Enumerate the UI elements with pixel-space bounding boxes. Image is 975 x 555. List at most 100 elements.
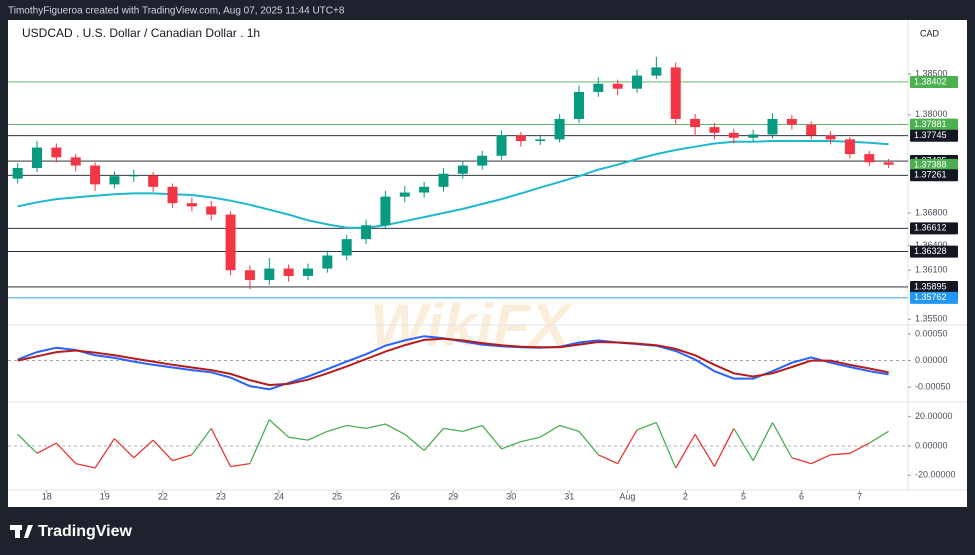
oscillator-segment — [17, 433, 38, 454]
oscillator-segment — [733, 428, 754, 462]
x-tick-label: 7 — [857, 491, 862, 501]
candle-body — [32, 147, 43, 169]
candle-body — [632, 75, 643, 89]
brand: TradingView — [38, 523, 133, 540]
oscillator-segment — [752, 422, 774, 461]
candle-body — [457, 165, 468, 174]
candle-body — [70, 157, 81, 166]
candle-body — [167, 186, 178, 204]
oscillator-segment — [617, 429, 638, 464]
x-tick-label: 18 — [42, 491, 52, 501]
candle-body — [128, 175, 139, 177]
candle-body — [399, 192, 410, 197]
candle-body — [438, 173, 449, 187]
candle-body — [283, 268, 294, 276]
candle-body — [12, 168, 23, 179]
candle-body — [109, 176, 120, 185]
y-tick-label: 0.00050 — [915, 328, 948, 338]
oscillator-segment — [268, 419, 290, 438]
level-label: 1.37388 — [914, 159, 947, 169]
oscillator-segment — [694, 433, 716, 467]
candle-body — [341, 239, 352, 256]
candle-body — [206, 206, 217, 215]
candle-body — [148, 175, 159, 187]
level-label: 1.36612 — [914, 223, 947, 233]
candle-body — [825, 135, 836, 140]
candle-body — [535, 139, 546, 142]
oscillator-segment — [559, 424, 580, 432]
y-tick-label: 1.38500 — [915, 68, 948, 78]
level-label-box — [910, 158, 958, 171]
oscillator-segment — [327, 424, 347, 432]
oscillator-segment — [520, 436, 541, 443]
level-label-box — [910, 169, 958, 182]
x-tick-label: Aug — [619, 491, 635, 501]
oscillator-segment — [578, 430, 599, 456]
x-tick-label: 19 — [100, 491, 110, 501]
candle-body — [264, 268, 275, 281]
candle-body — [690, 118, 701, 128]
chart-area — [8, 20, 967, 507]
level-label-box — [910, 118, 958, 131]
oscillator-segment — [423, 427, 444, 451]
oscillator-segment — [868, 430, 889, 444]
x-tick-label: 22 — [158, 491, 168, 501]
x-tick-label: 25 — [332, 491, 342, 501]
oscillator-segment — [346, 424, 367, 430]
candle-body — [225, 214, 236, 271]
x-tick-label: 31 — [564, 491, 574, 501]
x-tick-label: 2 — [683, 491, 688, 501]
oscillator-segment — [539, 424, 560, 438]
oscillator-segment — [249, 419, 270, 464]
y-tick-label: -0.00050 — [915, 382, 951, 392]
candle-body — [51, 147, 62, 158]
candle-body — [554, 118, 565, 140]
candle-body — [728, 132, 739, 138]
candle-body — [786, 118, 797, 125]
oscillator-segment — [210, 428, 232, 467]
x-tick-label: 6 — [799, 491, 804, 501]
level-label-box — [910, 280, 958, 293]
oscillator-segment — [75, 462, 96, 469]
candle-body — [573, 91, 584, 119]
oscillator-segment — [191, 428, 212, 456]
candle-body — [419, 186, 430, 193]
candle-body — [709, 127, 720, 133]
oscillator-segment — [307, 430, 328, 441]
x-tick-label: 26 — [390, 491, 400, 501]
candle-body — [90, 165, 101, 185]
attribution: TimothyFigueroa created with TradingView… — [8, 6, 345, 17]
level-label-box — [910, 75, 958, 88]
oscillator-segment — [55, 442, 77, 465]
series-line — [17, 337, 889, 387]
candle-body — [670, 67, 681, 119]
y-tick-label: 1.36100 — [915, 265, 948, 275]
oscillator-segment — [675, 433, 696, 469]
level-label: 1.35895 — [914, 281, 947, 291]
y-tick-label: 20.00000 — [915, 411, 953, 421]
candle-body — [844, 139, 855, 155]
candle-body — [612, 83, 623, 89]
oscillator-segment — [655, 422, 677, 469]
y-tick-label: 1.38000 — [915, 109, 948, 119]
candle-body — [515, 135, 526, 142]
oscillator-segment — [636, 421, 657, 431]
y-tick-label: -20.00000 — [915, 470, 956, 480]
candle-body — [496, 135, 507, 156]
y-tick-label: 1.35500 — [915, 314, 948, 324]
x-tick-label: 30 — [506, 491, 516, 501]
oscillator-segment — [462, 424, 483, 432]
x-tick-label: 24 — [274, 491, 284, 501]
oscillator-segment — [365, 423, 386, 430]
candle-body — [380, 196, 391, 226]
candle-body — [806, 124, 817, 136]
candle-body — [244, 270, 255, 281]
oscillator-segment — [501, 440, 522, 450]
candle-body — [748, 134, 759, 138]
candle-body — [864, 154, 875, 163]
level-label: 1.37261 — [914, 170, 947, 180]
oscillator-segment — [849, 442, 870, 454]
oscillator-segment — [598, 454, 618, 465]
oscillator-segment — [385, 423, 406, 435]
